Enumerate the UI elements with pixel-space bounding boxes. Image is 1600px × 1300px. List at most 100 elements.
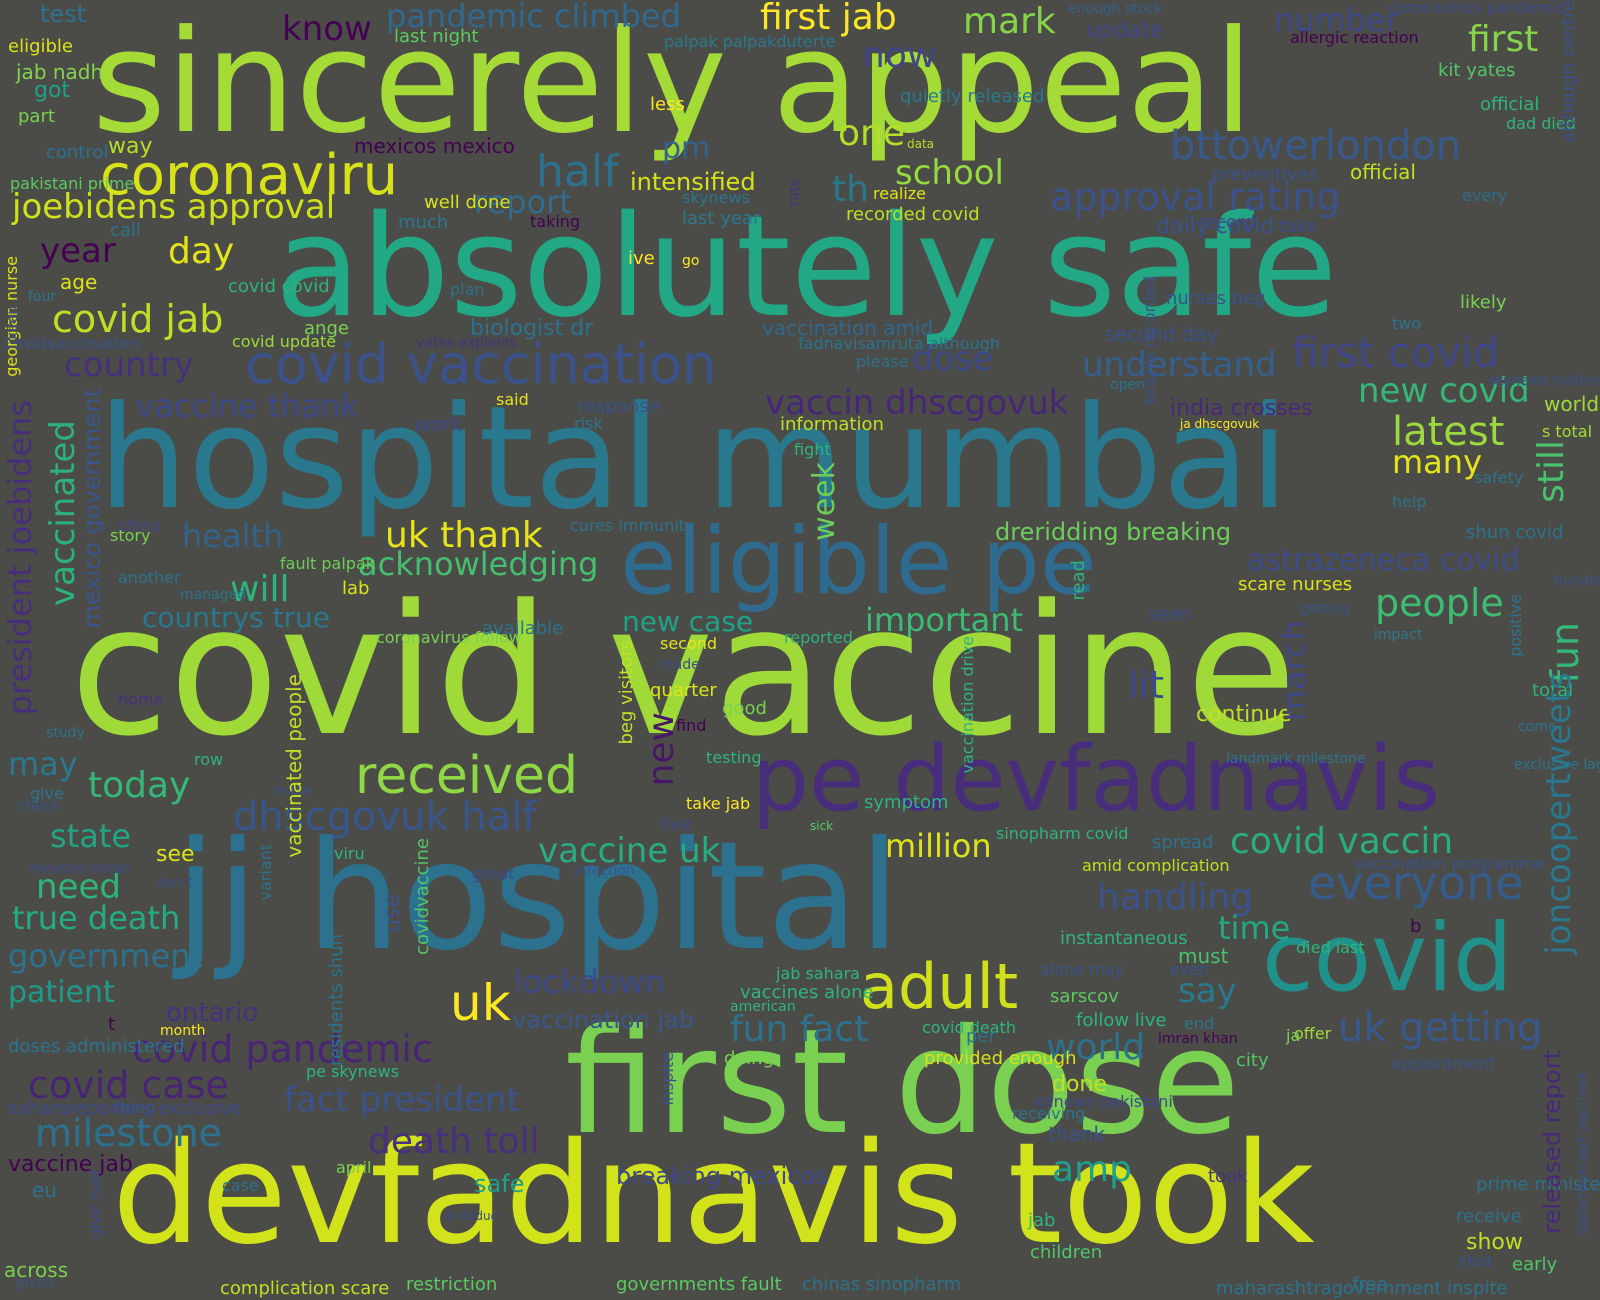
word-beg-visitors: vaccination drive (958, 636, 977, 774)
word-less: quietly released (900, 86, 1045, 107)
word-every: dad died (1506, 114, 1576, 133)
word-jab-nadh: eligible (8, 36, 74, 57)
word-report: report (474, 183, 572, 221)
word-information: risk (574, 414, 603, 433)
word-brazils-recorded: rate (787, 178, 803, 207)
word-study: home (118, 690, 164, 709)
word-way: control (46, 142, 109, 163)
word-dr-kitdue: children (1030, 1242, 1103, 1263)
word-give: exclusive lagos (1514, 757, 1600, 773)
word-covid-pandemic: covid pandemic (132, 1027, 433, 1071)
word-intensified: intensified (630, 168, 756, 196)
word-coronavirus-pandemic: enough stock (1068, 1, 1163, 17)
word-maharashtragovernment-inspite: chinas sinopharm (802, 1274, 962, 1295)
word-uk-getting: uk getting (1338, 1005, 1543, 1051)
word-latest: latest (1392, 409, 1505, 455)
word-second-day: fadnavisamruta although (798, 334, 1000, 353)
word-last-night: mexicos mexico (354, 134, 515, 158)
word-provided-enough: dying (724, 1048, 774, 1069)
word-bttowerlondon: bttowerlondon (1170, 123, 1462, 169)
word-pe-skynews: doses administered (8, 1036, 185, 1057)
word-follow-live: sarscov (1050, 986, 1119, 1007)
word-symptom: take jab (686, 794, 751, 813)
word-mexicos-mexico: way (108, 134, 153, 159)
word-case: eu (32, 1178, 57, 1202)
word-fight: s total (1542, 422, 1593, 441)
word-good: quarter (650, 680, 717, 701)
word-alone-may: even (1170, 960, 1210, 979)
word-year: year (40, 231, 116, 271)
word-realize: call (110, 220, 141, 241)
word-enough-stock: update (1086, 18, 1164, 43)
word-sick: live (660, 814, 692, 835)
word-month: t (108, 1014, 116, 1035)
word-may: may (8, 745, 78, 783)
word-week: week (807, 462, 842, 541)
word-control: part (18, 106, 55, 127)
word-dreridding-breaking: dreridding breaking (995, 518, 1232, 546)
word-done: receiving (1012, 1104, 1086, 1123)
word-breaking-mexicos: breaking mexicos (616, 1162, 828, 1190)
word-vaccination-drive: read (1068, 560, 1089, 601)
word-ange: two (1392, 314, 1422, 333)
word-give-half: covidvaccine (412, 838, 433, 955)
word-end: follow live (1076, 1010, 1167, 1031)
word-home: come (1518, 719, 1557, 735)
word-getting: seen (1148, 604, 1191, 625)
word-preventives: recorded covid (846, 204, 980, 225)
word-spread: sinopharm covid (996, 824, 1129, 843)
word-patient: patient (8, 975, 115, 1010)
word-covid-update: ange (304, 318, 349, 339)
word-government: government (8, 937, 204, 975)
word-number: number (1274, 1, 1399, 39)
word-covid: covid (1262, 904, 1513, 1013)
word-uk: uk (450, 974, 511, 1032)
word-shot: show (1466, 1230, 1523, 1255)
word-receiving: xhnews pakistani (1034, 1092, 1173, 1111)
word-dying: per (966, 1026, 996, 1047)
word-received: received (355, 746, 579, 806)
word-people: people (1375, 581, 1504, 625)
word-china: story (110, 526, 151, 545)
word-variant: vaccinated people (282, 674, 306, 858)
word-first: first (1468, 19, 1539, 60)
word-half: half (536, 146, 619, 197)
word-coronavirus-follow: impact (1374, 627, 1423, 643)
word-sinopharm-covid: check (18, 799, 59, 815)
word-eu: april (336, 1158, 372, 1177)
word-pandemic-climbed: pandemic climbed (386, 0, 681, 35)
word-sincerely-appeal: sincerely appeal (92, 0, 1254, 165)
word-important: important (865, 601, 1024, 639)
word-official: every (1462, 186, 1508, 205)
word-ja: offer (1294, 1024, 1332, 1043)
word-dad-died: kit yates (1438, 60, 1516, 81)
word-vaccination-amid: yates explains (416, 335, 517, 351)
word-world-s: skynews mathematical (1488, 373, 1600, 389)
word-second: available (482, 618, 564, 639)
word-live: symptom (864, 792, 949, 813)
word-jj-hospital: jj hospital (175, 810, 901, 984)
word-viru: see (156, 842, 195, 867)
word-check: sick (810, 819, 834, 833)
word-managed: another (118, 568, 181, 587)
word-everyone: everyone (1308, 856, 1524, 910)
word-work: response (578, 396, 660, 417)
word-please: second day (1104, 322, 1219, 346)
word-safety: fight (794, 440, 831, 459)
word-lab: managed (180, 587, 247, 603)
word-available: coronavirus follow (376, 628, 522, 647)
word-new-covid: new covid (1358, 371, 1530, 411)
word-thank: done (1052, 1072, 1107, 1097)
word-chinas-sinopharm: governments fault (616, 1274, 782, 1295)
word-pm: pm (662, 131, 711, 166)
word-another: fault palpak (280, 554, 376, 573)
word-cures-immunity: lab (342, 578, 370, 599)
word-hundred-days: scare nurses (1238, 574, 1353, 595)
word-skynews: data (907, 137, 935, 151)
word-recorded-covid: realize (873, 184, 927, 203)
word-mathematical-biologist: sailorrooscout vaccines (1575, 1072, 1591, 1236)
word-eligible: test (40, 0, 87, 28)
word-reported: second (660, 634, 718, 653)
word-exclusive-lagos: landmark milestone (1226, 751, 1366, 767)
